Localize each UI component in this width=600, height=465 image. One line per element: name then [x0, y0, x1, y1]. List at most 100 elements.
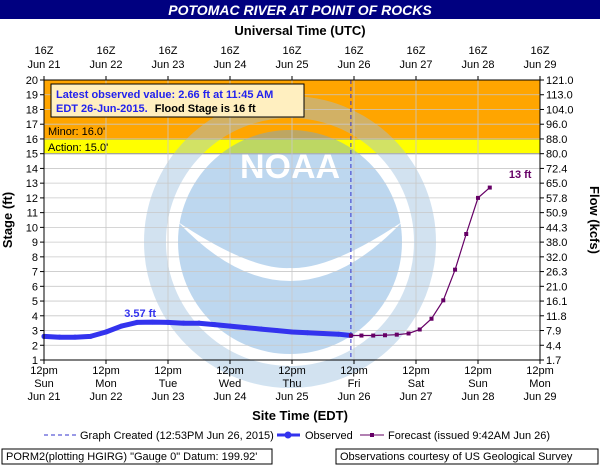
observed-point [274, 328, 279, 334]
forecast-point [348, 333, 353, 338]
top-tick-label: 16Z [345, 45, 364, 57]
flood-stage-note: Flood Stage is 16 ft [155, 103, 256, 115]
bottom-tick-label: Sun [34, 378, 54, 390]
stage-tick-label: 9 [32, 237, 38, 249]
top-tick-label: Jun 23 [151, 59, 184, 71]
observed-point [289, 329, 295, 335]
stage-tick-label: 16 [26, 134, 38, 146]
stage-tick-label: 3 [32, 326, 38, 338]
footer-datum: PORM2(plotting HGIRG) "Gauge 0" Datum: 1… [6, 451, 257, 463]
title-bar [0, 0, 600, 19]
bottom-tick-label: 12pm [340, 365, 368, 377]
chart-title: POTOMAC RIVER AT POINT OF ROCKS [168, 2, 432, 18]
forecast-point [476, 195, 480, 200]
observed-point [57, 334, 62, 340]
bottom-tick-label: 12pm [278, 365, 306, 377]
stage-tick-label: 13 [26, 178, 38, 190]
observed-point [72, 334, 78, 340]
axes: 12345678910111213141516171819201.74.47.9… [26, 45, 574, 403]
observed-point [150, 319, 155, 325]
stage-tick-label: 2 [32, 340, 38, 352]
observed-point [134, 319, 140, 325]
top-tick-label: Jun 29 [523, 59, 556, 71]
bottom-tick-label: Jun 29 [523, 391, 556, 403]
flow-tick-label: 32.0 [546, 252, 567, 264]
grid-lines [44, 80, 540, 360]
bottom-tick-label: Jun 27 [399, 391, 432, 403]
top-tick-label: 16Z [531, 45, 550, 57]
top-tick-label: Jun 24 [213, 59, 246, 71]
bottom-tick-label: Thu [283, 378, 302, 390]
flow-tick-label: 80.0 [546, 149, 567, 161]
bottom-tick-label: 12pm [464, 365, 492, 377]
bottom-tick-label: 12pm [92, 365, 120, 377]
right-axis-title: Flow (kcfs) [587, 186, 600, 254]
legend-forecast-label: Forecast (issued 9:42AM Jun 26) [388, 430, 550, 442]
bottom-tick-label: Jun 22 [89, 391, 122, 403]
flow-tick-label: 38.0 [546, 237, 567, 249]
top-tick-label: Jun 26 [337, 59, 370, 71]
bottom-tick-label: Sun [468, 378, 488, 390]
legend-forecast-marker [370, 433, 374, 437]
forecast-point [406, 331, 411, 336]
stage-tick-label: 6 [32, 281, 38, 293]
flow-tick-label: 11.8 [546, 311, 567, 323]
top-tick-label: Jun 22 [89, 59, 122, 71]
flow-tick-label: 21.0 [546, 281, 567, 293]
stage-tick-label: 17 [26, 119, 38, 131]
latest-value-line1: Latest observed value: 2.66 ft at 11:45 … [56, 89, 273, 101]
stage-tick-label: 19 [26, 90, 38, 102]
top-tick-label: 16Z [35, 45, 54, 57]
observed-point [320, 330, 326, 336]
flow-tick-label: 26.3 [546, 267, 567, 279]
bottom-tick-label: 12pm [30, 365, 58, 377]
bottom-tick-label: Jun 23 [151, 391, 184, 403]
legend-created-label: Graph Created (12:53PM Jun 26, 2015) [80, 430, 274, 442]
series-group: 3.57 ft 13 ft [41, 169, 532, 340]
noaa-logo-bird [178, 222, 402, 281]
flow-tick-label: 50.9 [546, 208, 567, 220]
top-tick-label: Jun 21 [27, 59, 60, 71]
bottom-tick-label: Mon [529, 378, 550, 390]
noaa-logo-text: NOAA [240, 148, 340, 186]
bottom-tick-label: Mon [95, 378, 116, 390]
forecast-point [383, 333, 387, 338]
bottom-tick-label: Jun 26 [337, 391, 370, 403]
observed-point [119, 323, 124, 329]
forecast-point [487, 185, 492, 190]
bottom-tick-label: 12pm [216, 365, 244, 377]
observed-point [227, 323, 233, 329]
flow-tick-label: 1.7 [546, 355, 561, 367]
flow-tick-label: 57.8 [546, 193, 567, 205]
stage-tick-label: 15 [26, 149, 38, 161]
footer-left-box [1, 448, 273, 465]
flow-tick-label: 16.1 [546, 296, 567, 308]
action-band-label: Action: 15.0' [48, 142, 108, 154]
top-tick-label: 16Z [283, 45, 302, 57]
flow-tick-label: 88.0 [546, 134, 567, 146]
forecast-point [394, 332, 399, 337]
top-tick-label: Jun 25 [275, 59, 308, 71]
legend: Graph Created (12:53PM Jun 26, 2015) Obs… [44, 430, 550, 442]
latest-value-box-bg [50, 83, 305, 118]
legend-observed-label: Observed [305, 430, 353, 442]
top-tick-label: 16Z [159, 45, 178, 57]
observed-point [305, 330, 310, 336]
forecast-point [371, 333, 376, 338]
bottom-axis-title: Site Time (EDT) [252, 408, 348, 423]
stage-tick-label: 20 [26, 75, 38, 87]
forecast-point [464, 232, 469, 236]
observed-point [103, 329, 109, 335]
peak-annotation: 3.57 ft [124, 308, 156, 320]
flow-tick-label: 104.0 [546, 104, 574, 116]
footer-right-box [335, 448, 599, 465]
forecast-point [417, 327, 422, 332]
latest-value-line2: EDT 26-Jun-2015. Flood Stage is 16 ft [56, 103, 256, 115]
legend-observed-marker [284, 431, 292, 439]
observed-point [243, 325, 248, 331]
latest-value-box: Latest observed value: 2.66 ft at 11:45 … [50, 83, 305, 118]
top-tick-label: 16Z [221, 45, 240, 57]
minor-band-label: Minor: 16.0' [48, 126, 105, 138]
stage-tick-label: 8 [32, 252, 38, 264]
